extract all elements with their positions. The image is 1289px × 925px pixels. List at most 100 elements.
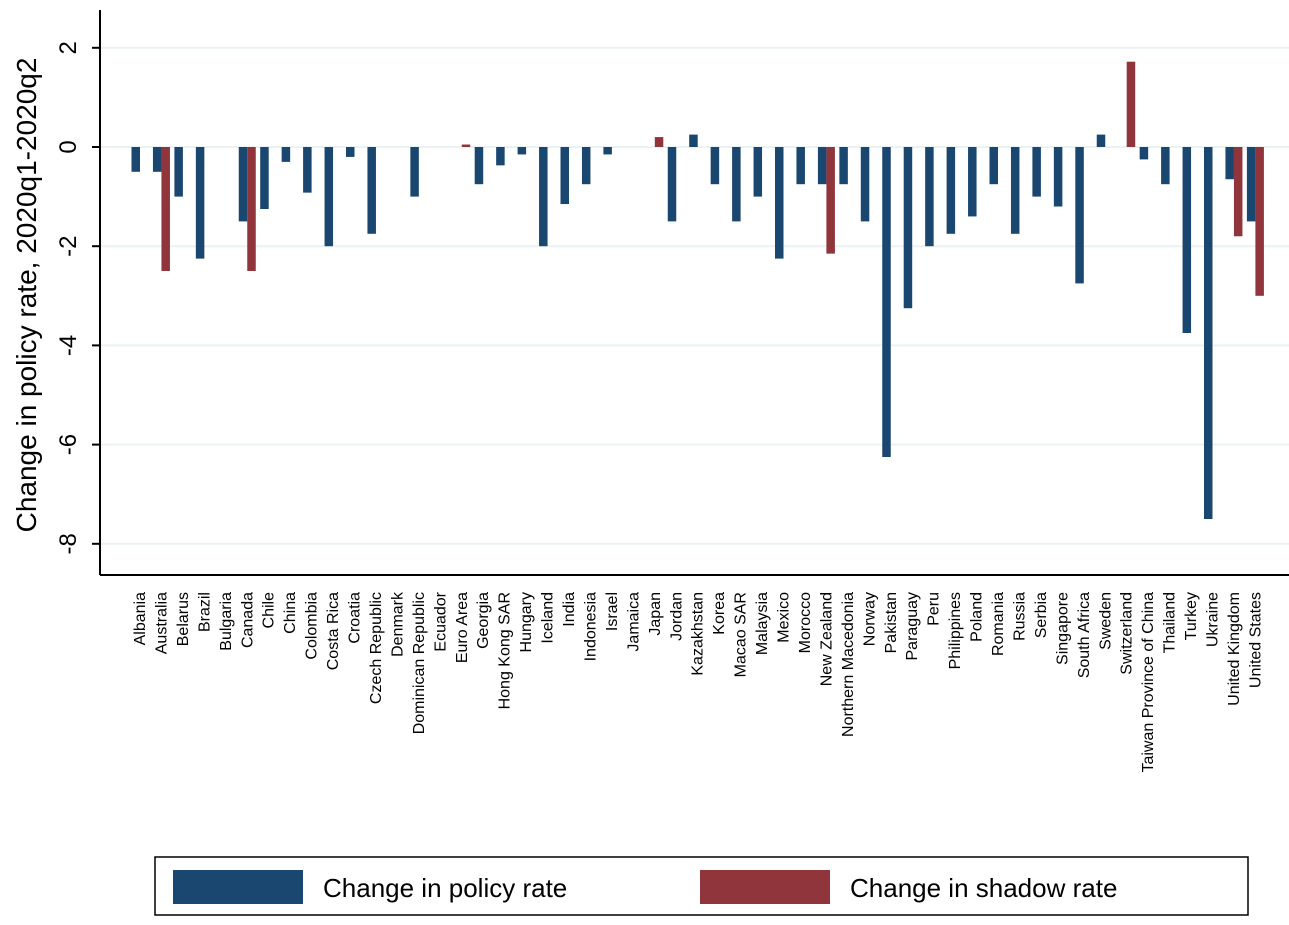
bar	[1126, 61, 1136, 147]
bar	[860, 147, 870, 222]
bar	[281, 147, 291, 162]
bar	[539, 147, 548, 247]
legend-swatch	[700, 870, 830, 904]
bar	[1139, 147, 1149, 160]
x-tick-label: Indonesia	[582, 592, 599, 661]
x-tick-label: Mexico	[776, 592, 793, 643]
bar	[346, 147, 355, 157]
x-tick-label: Russia	[1011, 592, 1028, 641]
y-tick-label: -8	[55, 533, 82, 554]
bar	[1246, 147, 1256, 222]
bar	[174, 147, 183, 197]
x-tick-label: Euro Area	[454, 592, 471, 663]
bar	[247, 147, 256, 271]
x-tick-label: Japan	[647, 592, 664, 636]
x-tick-label: Taiwan Province of China	[1140, 592, 1157, 773]
x-tick-label: Dominican Republic	[411, 592, 428, 734]
bar	[603, 147, 612, 155]
axes	[99, 10, 1289, 576]
bar	[925, 147, 934, 247]
bar	[410, 147, 419, 197]
x-tick-label: Pakistan	[883, 592, 900, 653]
bar	[882, 147, 891, 457]
x-tick-label: Northern Macedonia	[840, 592, 857, 737]
x-tick-label: China	[282, 592, 299, 634]
bar	[1096, 134, 1106, 147]
x-tick-label: Chile	[261, 592, 278, 629]
y-tick-label: -2	[55, 236, 82, 257]
x-tick-label: Georgia	[475, 592, 492, 649]
bar	[496, 147, 505, 166]
x-tick-label: Malaysia	[754, 592, 771, 655]
bar	[260, 147, 269, 209]
x-tick-label: Thailand	[1162, 592, 1179, 653]
bar	[131, 147, 140, 172]
bar	[1233, 147, 1243, 237]
x-tick-label: Czech Republic	[368, 592, 385, 704]
bar	[303, 147, 312, 193]
bar	[753, 147, 763, 197]
bar	[817, 147, 827, 185]
bar	[654, 137, 664, 147]
x-tick-label: Serbia	[1033, 592, 1050, 638]
bar	[1032, 147, 1041, 197]
legend: Change in policy rate Change in shadow ra…	[154, 856, 1249, 916]
x-tick-label: Morocco	[797, 592, 814, 653]
x-tick-label: Korea	[711, 592, 728, 635]
x-tick-label: Kazakhstan	[690, 592, 707, 676]
x-tick-label: Jordan	[668, 592, 685, 641]
x-tick-label: Hong Kong SAR	[497, 592, 514, 709]
bar	[710, 147, 720, 185]
x-tick-label: Albania	[132, 592, 149, 645]
x-tick-label: Romania	[990, 592, 1007, 656]
x-tick-label: Iceland	[540, 592, 557, 644]
bar	[152, 147, 162, 172]
x-tick-label: Brazil	[196, 592, 213, 632]
x-tick-label: Singapore	[1054, 592, 1071, 665]
y-tick-label: -6	[55, 434, 82, 455]
x-tick-label: Paraguay	[904, 592, 921, 661]
bar	[796, 147, 805, 185]
bar	[1204, 147, 1213, 519]
legend-label: Change in shadow rate	[850, 873, 1117, 903]
x-tick-label: Switzerland	[1119, 592, 1136, 675]
x-tick-label: United States	[1247, 592, 1264, 688]
bar	[1053, 147, 1063, 207]
x-tick-label: Bulgaria	[218, 592, 235, 651]
legend-swatch	[173, 870, 303, 904]
x-tick-label: Ecuador	[432, 591, 449, 651]
bar	[161, 147, 170, 271]
gridlines	[100, 46, 1289, 545]
x-tick-label: South Africa	[1076, 592, 1093, 678]
bar	[989, 147, 998, 185]
x-tick-label: Sweden	[1097, 592, 1114, 650]
legend-label: Change in policy rate	[323, 873, 567, 903]
y-tick-label: 2	[55, 41, 82, 54]
bar	[689, 134, 698, 147]
x-tick-label: India	[561, 592, 578, 627]
bar	[560, 147, 569, 205]
bar	[667, 147, 677, 222]
x-tick-label: Hungary	[518, 592, 535, 652]
x-tick-label: Ukraine	[1205, 592, 1222, 647]
x-tick-label: Colombia	[304, 592, 321, 660]
x-tick-label: Jamaica	[625, 592, 642, 652]
x-tick-label: Macao SAR	[733, 592, 750, 677]
x-tick-label: Croatia	[347, 592, 364, 644]
bars	[131, 61, 1264, 519]
bar	[1225, 147, 1234, 180]
bar	[775, 147, 784, 259]
bar	[238, 147, 248, 222]
bar	[839, 147, 848, 185]
y-tick-label: 0	[55, 140, 82, 153]
x-tick-label: Turkey	[1183, 592, 1200, 640]
y-tick-labels: 2 0 -2 -4 -6 -8	[55, 41, 100, 554]
bar	[367, 147, 376, 234]
x-tick-label: Canada	[239, 592, 256, 648]
x-tick-label: Australia	[153, 592, 170, 654]
x-tick-label: New Zealand	[818, 592, 835, 686]
bar	[1075, 147, 1084, 284]
bar	[826, 147, 835, 254]
